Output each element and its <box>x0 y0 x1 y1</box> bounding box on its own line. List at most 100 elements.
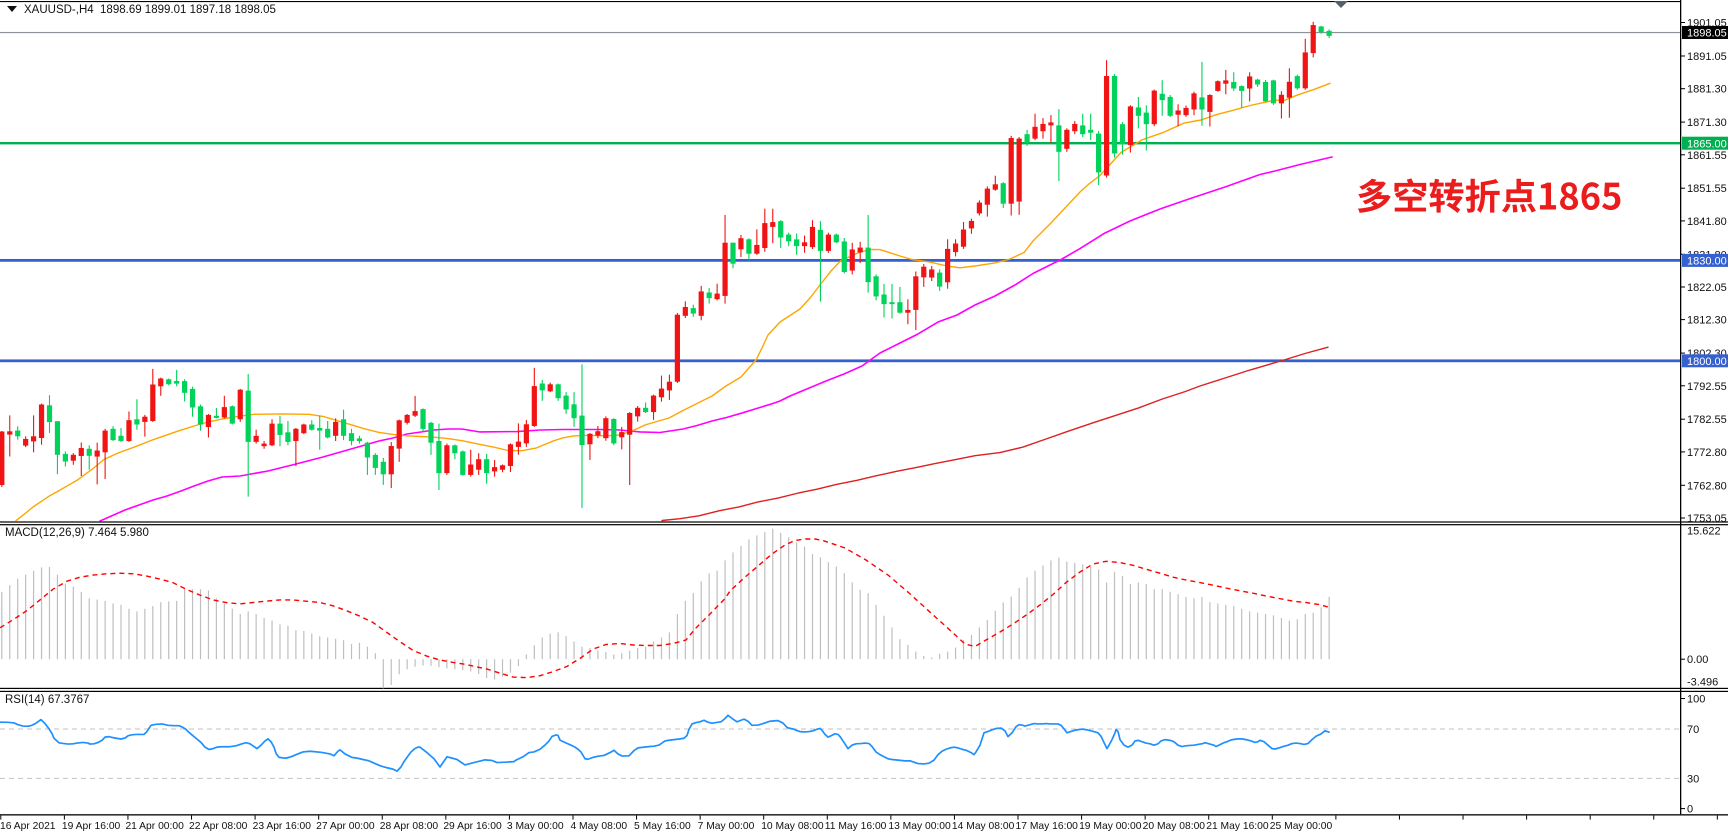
macd-histogram-bar <box>851 582 853 660</box>
macd-histogram-bar <box>740 545 742 660</box>
macd-histogram-bar <box>1042 565 1044 660</box>
symbol-dropdown-icon[interactable] <box>7 6 17 12</box>
candle-wick <box>33 415 35 453</box>
ma-slow-magenta-line <box>99 156 1333 522</box>
candle-body <box>1215 81 1221 91</box>
candle-body <box>937 272 943 287</box>
macd-histogram-bar <box>827 562 829 660</box>
candle-wick <box>223 395 225 419</box>
time-tick-label: 28 Apr 08:00 <box>380 821 439 832</box>
candle-body <box>730 242 736 264</box>
macd-histogram-bar <box>724 560 726 660</box>
time-tick <box>953 815 955 820</box>
candle-wick <box>891 284 893 319</box>
price-tick <box>1680 121 1685 123</box>
price-tick <box>1680 319 1685 321</box>
price-axis-separator[interactable] <box>1680 0 1682 815</box>
macd-histogram-bar <box>160 602 162 660</box>
candle-body <box>1056 125 1062 152</box>
candle-body <box>54 421 61 455</box>
macd-histogram-bar <box>327 637 329 660</box>
macd-histogram-bar <box>199 589 202 660</box>
macd-histogram-bar <box>644 646 647 660</box>
candle-body <box>1072 123 1078 132</box>
candle-wick <box>366 441 368 475</box>
scroll-to-end-marker-icon[interactable] <box>1334 1 1348 8</box>
macd-rsi-separator[interactable] <box>0 687 1728 689</box>
macd-indicator-label: MACD(12,26,9) 7.464 5.980 <box>5 527 149 539</box>
time-tick <box>1462 815 1464 820</box>
candle-body <box>658 388 665 398</box>
candle-body <box>857 247 863 253</box>
candle-wick <box>1145 105 1147 151</box>
candle-body <box>746 239 752 254</box>
macd-histogram-bar <box>493 659 496 680</box>
macd-histogram-bar <box>517 659 520 667</box>
annotation-glyph-path <box>1539 182 1557 210</box>
macd-histogram-bar <box>1 591 3 660</box>
macd-signal-line <box>0 538 1331 679</box>
macd-histogram-bar <box>247 611 249 660</box>
horizontal-line-1865[interactable] <box>0 142 1680 145</box>
candle-body <box>1223 80 1229 84</box>
macd-histogram-bar <box>1217 603 1219 660</box>
candle-body <box>356 438 363 441</box>
candle-body <box>460 451 466 475</box>
candle-body <box>881 294 887 305</box>
macd-histogram-bar <box>454 659 456 670</box>
candle-body <box>635 407 641 417</box>
candle-wick <box>1201 61 1203 126</box>
candle-body <box>563 395 569 410</box>
annotation-glyph <box>1501 178 1536 213</box>
annotation-glyph <box>1429 178 1464 213</box>
candle-body <box>102 430 108 453</box>
price-badge-1865.00 <box>1682 136 1728 150</box>
time-tick <box>1017 815 1019 820</box>
annotation-glyph <box>1539 182 1557 210</box>
macd-histogram-bar <box>931 657 933 660</box>
time-tick-label: 10 May 08:00 <box>761 821 824 832</box>
candle-body <box>770 222 776 227</box>
candle-body <box>1294 76 1300 89</box>
macd-histogram-bar <box>1249 611 1251 660</box>
candle-body <box>118 435 124 441</box>
candle-body <box>945 248 951 283</box>
price-tick-label: 1812.30 <box>1687 315 1727 327</box>
candle-body <box>1080 125 1086 135</box>
annotation-glyph-path <box>1560 182 1579 211</box>
annotation-glyph-path <box>1602 182 1621 211</box>
candle-body <box>269 423 275 446</box>
candle-body <box>849 249 855 271</box>
macd-histogram-bar <box>1193 598 1195 660</box>
candle-body <box>158 378 164 387</box>
annotation-glyph-path <box>1394 178 1427 212</box>
macd-histogram-bar <box>1090 566 1092 660</box>
price-tick <box>1680 154 1685 156</box>
annotation-glyph <box>1394 178 1427 212</box>
candle-wick <box>215 408 217 419</box>
annotation-text[interactable] <box>1357 178 1621 213</box>
candle-body <box>428 422 434 443</box>
time-tick <box>318 815 320 820</box>
candlesticks-layer <box>0 21 1332 509</box>
time-tick <box>1208 815 1210 820</box>
candle-body <box>952 243 959 253</box>
time-tick-label: 16 Apr 2021 <box>0 821 56 832</box>
price-tick <box>1680 88 1685 90</box>
macd-histogram-bar <box>668 632 671 660</box>
macd-histogram-bar <box>319 636 321 660</box>
candle-body <box>1103 76 1110 176</box>
candle-wick <box>319 415 321 450</box>
macd-histogram-bar <box>406 659 408 670</box>
candle-body <box>547 384 553 392</box>
macd-histogram-bar <box>692 593 694 660</box>
candle-body <box>1040 123 1046 132</box>
macd-tick-label: 15.622 <box>1687 526 1721 538</box>
horizontal-line-1800[interactable] <box>0 359 1680 363</box>
price-badge-label: 1800.00 <box>1687 356 1727 368</box>
macd-histogram-bar <box>780 532 782 660</box>
candle-body <box>992 184 998 190</box>
main-macd-separator[interactable] <box>0 521 1728 523</box>
horizontal-line-1830[interactable] <box>0 258 1680 262</box>
